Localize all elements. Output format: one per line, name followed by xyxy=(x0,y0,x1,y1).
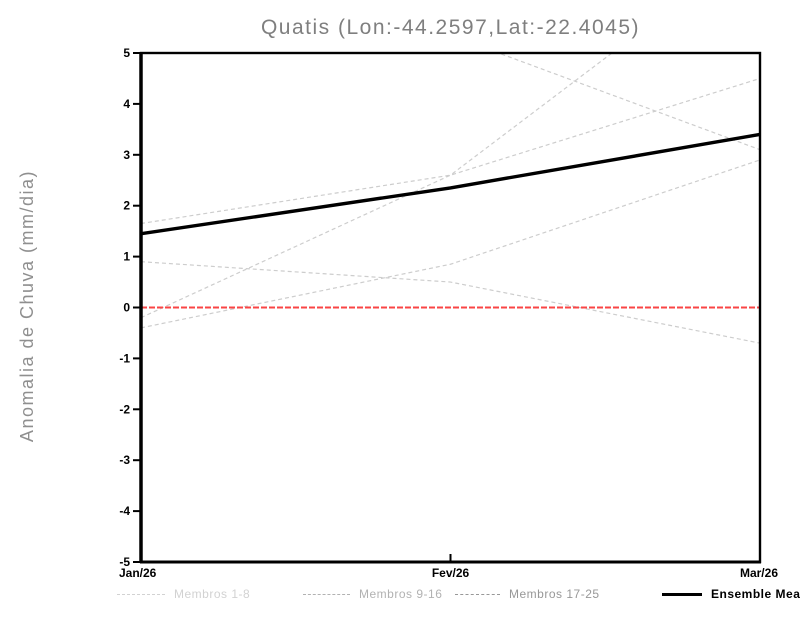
legend-label: Ensemble Mean xyxy=(711,587,800,601)
x-tick-label: Mar/26 xyxy=(740,566,778,580)
y-tick-label: 0 xyxy=(123,301,130,315)
y-tick-label: -5 xyxy=(119,555,130,569)
y-tick-label: -2 xyxy=(119,402,130,416)
y-tick-label: 1 xyxy=(123,250,130,264)
legend-item-membros-17-25: Membros 17-25 xyxy=(455,586,600,602)
member-line xyxy=(496,53,760,151)
member-line xyxy=(141,261,760,344)
dashed-line-sample-icon xyxy=(117,593,165,595)
x-tick-label: Fev/26 xyxy=(432,566,470,580)
legend-item-membros-9-16: Membros 9-16 xyxy=(303,586,442,602)
y-tick-label: 5 xyxy=(123,46,130,60)
dashed-line-sample-icon xyxy=(455,593,500,595)
y-tick-label: -3 xyxy=(119,453,130,467)
y-tick-label: 4 xyxy=(123,97,130,111)
legend-item-ensemble-mean: Ensemble Mean xyxy=(662,586,800,602)
legend-item-membros-1-8: Membros 1-8 xyxy=(117,586,250,602)
chart-title: Quatis (Lon:-44.2597,Lat:-22.4045) xyxy=(260,16,641,39)
dashed-line-sample-icon xyxy=(303,593,350,595)
chart-legend: Membros 1-8 Membros 9-16 Membros 17-25 E… xyxy=(0,586,800,606)
member-line xyxy=(141,159,760,329)
legend-label: Membros 1-8 xyxy=(174,587,251,601)
y-tick-label: -4 xyxy=(119,504,130,518)
legend-label: Membros 17-25 xyxy=(509,587,600,601)
ensemble-mean-line xyxy=(141,132,760,236)
legend-label: Membros 9-16 xyxy=(359,587,443,601)
solid-line-sample-icon xyxy=(662,592,702,596)
x-tick-label: Jan/26 xyxy=(119,566,157,580)
member-line xyxy=(141,53,613,319)
y-tick-label: 2 xyxy=(123,199,130,213)
y-tick-label: -1 xyxy=(119,351,130,365)
y-tick-label: 3 xyxy=(123,148,130,162)
